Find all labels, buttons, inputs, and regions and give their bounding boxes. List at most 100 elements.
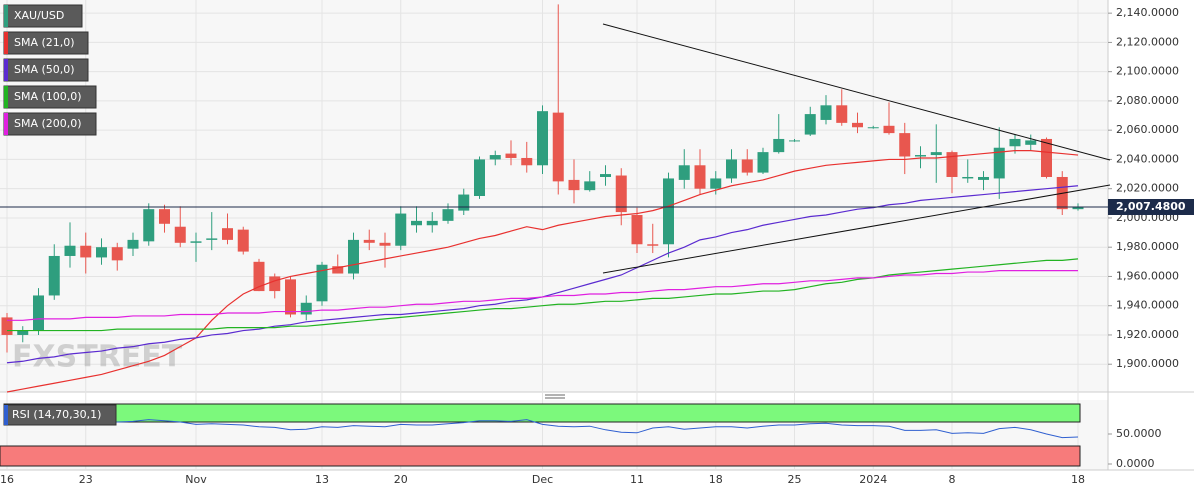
candle-body (48, 255, 60, 296)
legend-swatch (4, 86, 8, 108)
candle-body (222, 228, 233, 240)
candle-body (316, 264, 328, 302)
watermark: FXSTREET (12, 340, 183, 375)
candle-body (804, 114, 816, 135)
candle-body (1009, 138, 1021, 147)
x-tick-label: 11 (630, 473, 644, 486)
candle-body (96, 247, 107, 258)
candle-body (537, 111, 548, 166)
candle-body (836, 105, 848, 123)
x-tick-label: 18 (709, 473, 723, 486)
candle-body (1, 317, 13, 335)
candle-body (269, 276, 281, 292)
candle-body (1072, 206, 1084, 210)
legend: XAU/USD SMA (21,0) SMA (50,0) SMA (100,0) SM… (3, 4, 97, 136)
candle-body (505, 153, 517, 158)
candle-body (978, 176, 989, 180)
candle-body (143, 209, 155, 242)
candle-body (883, 125, 895, 134)
legend-item[interactable]: SMA (100,0) (3, 85, 97, 109)
candle-body (237, 229, 249, 252)
candle-body (568, 179, 580, 191)
candle-body (946, 152, 958, 177)
rsi-legend: RSI (14,70,30,1) (3, 404, 117, 426)
candle-body (64, 245, 76, 256)
x-tick-label: Nov (185, 473, 207, 486)
legend-item[interactable]: SMA (50,0) (3, 58, 89, 82)
candle-body (300, 302, 312, 315)
candle-body (521, 157, 533, 166)
y-tick-label: 1,900.0000 (1116, 357, 1179, 370)
candle-body (379, 242, 391, 246)
y-tick-label: 1,920.0000 (1116, 328, 1179, 341)
legend-swatch (4, 405, 8, 425)
legend-label: SMA (21,0) (14, 36, 75, 49)
candle-body (993, 147, 1005, 179)
candle-body (348, 239, 359, 274)
candle-body (1025, 140, 1037, 145)
x-tick-label: Dec (532, 473, 553, 486)
y-tick-label: 2,020.0000 (1116, 182, 1179, 195)
x-tick-label: 25 (788, 473, 802, 486)
x-tick-label: 8 (949, 473, 956, 486)
candle-body (190, 241, 202, 243)
last-price-label: 2,007.4800 (1116, 200, 1186, 213)
sma-line (7, 269, 1078, 321)
candle-body (363, 239, 375, 243)
candle-body (253, 261, 265, 292)
candle-body (489, 155, 501, 160)
candle-body (773, 138, 785, 153)
candle-body (206, 238, 218, 240)
candle-body (757, 152, 769, 173)
y-tick-label: 2,060.0000 (1116, 123, 1179, 136)
candle-body (694, 165, 706, 189)
candle-body (159, 209, 170, 224)
legend-label: RSI (14,70,30,1) (12, 408, 101, 421)
candle-body (741, 159, 753, 173)
legend-label: XAU/USD (14, 9, 64, 22)
candle-body (663, 178, 674, 245)
candle-body (332, 266, 344, 274)
legend-item[interactable]: SMA (21,0) (3, 31, 89, 55)
legend-swatch (4, 32, 8, 54)
candle-body (631, 215, 643, 245)
candle-body (411, 220, 422, 226)
legend-item[interactable]: SMA (200,0) (3, 112, 97, 136)
candle-body (852, 122, 863, 128)
candle-body (80, 245, 92, 258)
legend-item[interactable]: XAU/USD (3, 4, 83, 28)
candle-body (678, 165, 690, 180)
candle-body (552, 112, 564, 182)
trend-line (602, 23, 1111, 161)
candle-body (867, 127, 879, 129)
sma-line (7, 258, 1079, 332)
candle-body (615, 175, 627, 213)
legend-label: SMA (50,0) (14, 63, 75, 76)
candle-body (962, 176, 974, 179)
last-price-box (1108, 198, 1194, 215)
sma-line (6, 150, 1079, 393)
x-tick-label: 20 (394, 473, 408, 486)
overbought-zone (3, 403, 1081, 423)
y-tick-label: 1,940.0000 (1116, 299, 1179, 312)
legend-swatch (4, 113, 8, 135)
candle-body (33, 295, 44, 331)
candle-body (474, 159, 485, 196)
candle-body (111, 247, 123, 261)
candle-body (930, 152, 942, 156)
candle-body (458, 194, 470, 211)
y-tick-label: 2,120.0000 (1116, 35, 1179, 48)
x-tick-label: 16 (0, 473, 14, 486)
candle-body (726, 159, 737, 179)
x-tick-label: 18 (1071, 473, 1085, 486)
legend-label: SMA (100,0) (14, 90, 82, 103)
candle-body (426, 220, 438, 226)
candle-body (915, 155, 926, 157)
rsi-y-tick-label: 0.0000 (1116, 457, 1155, 470)
candle-body (820, 105, 832, 120)
legend-swatch (4, 59, 8, 81)
candle-body (1041, 138, 1052, 177)
resize-handle[interactable] (545, 394, 565, 399)
candle-body (174, 226, 186, 243)
